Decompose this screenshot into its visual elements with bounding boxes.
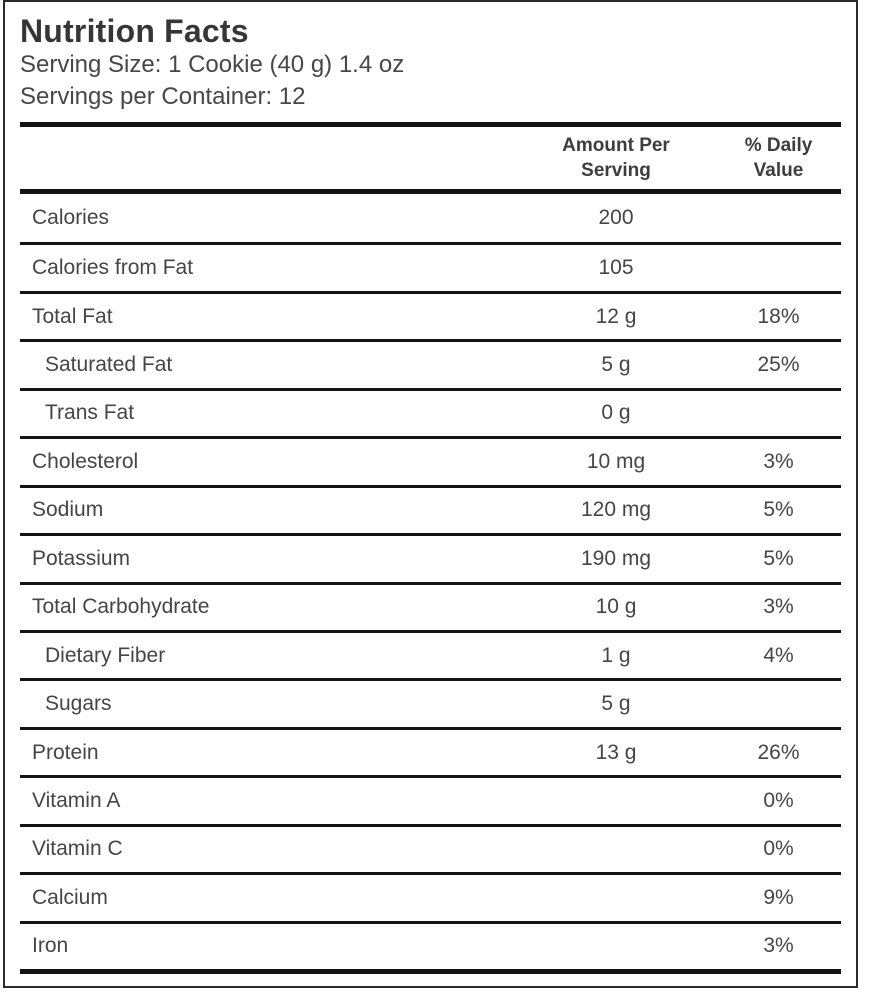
row-amount: 10 g [595,595,637,619]
table-row: Vitamin A 0% [20,775,841,823]
nutrition-label: Nutrition Facts Serving Size: 1 Cookie (… [3,0,858,988]
row-amount: 13 g [595,740,637,764]
row-label: Saturated Fat [45,353,173,377]
column-header-row: Amount Per Serving % Daily Value [20,127,841,189]
table-row: Dietary Fiber 1 g 4% [20,629,841,678]
row-daily-value: 0% [763,788,794,812]
row-daily-value: 0% [763,837,794,861]
row-daily-value: 4% [763,643,794,667]
row-daily-value: 25% [757,353,800,377]
row-label: Total Fat [32,304,113,328]
row-amount: 120 mg [580,498,652,522]
row-label: Dietary Fiber [45,643,166,667]
row-label: Potassium [32,546,131,570]
row-daily-value: 9% [763,885,794,909]
table-row: Total Carbohydrate 10 g 3% [20,581,841,630]
table-row: Cholesterol 10 mg 3% [20,436,841,484]
table-row: Iron 3% [20,920,841,969]
row-label: Total Carbohydrate [32,595,210,619]
row-daily-value: 18% [757,304,800,328]
table-row: Protein 13 g 26% [20,726,841,775]
row-amount: 105 [598,256,634,280]
column-header-daily-value: % Daily Value [744,134,813,181]
row-label: Vitamin A [32,788,121,812]
row-daily-value: 26% [757,740,800,764]
column-header-amount: Amount Per Serving [562,134,670,181]
row-amount: 190 mg [580,546,652,570]
row-label: Cholesterol [32,449,139,473]
table-row: Sugars 5 g [20,678,841,726]
divider-thick-top [20,122,841,127]
table-row: Vitamin C 0% [20,823,841,872]
nutrient-table: Calories 200 Calories from Fat 105 Total… [20,194,841,969]
row-daily-value: 3% [763,934,794,958]
row-label: Sugars [45,692,112,716]
row-daily-value: 3% [763,449,794,473]
row-label: Vitamin C [32,837,123,861]
row-label: Iron [32,934,69,958]
table-row: Sodium 120 mg 5% [20,484,841,533]
table-row: Calcium 9% [20,872,841,920]
row-label: Sodium [32,498,104,522]
row-label: Protein [32,740,99,764]
row-amount: 10 mg [586,449,646,473]
page-title: Nutrition Facts [20,13,249,49]
table-row: Total Fat 12 g 18% [20,290,841,339]
table-row: Calories from Fat 105 [20,242,841,290]
row-daily-value: 5% [763,546,794,570]
row-label: Calories [32,206,110,230]
table-row: Saturated Fat 5 g 25% [20,339,841,387]
row-label: Calcium [32,885,108,909]
row-amount: 200 [598,206,634,230]
row-amount: 5 g [601,353,631,377]
table-row: Calories 200 [20,194,841,242]
row-daily-value: 3% [763,595,794,619]
row-amount: 1 g [601,643,631,667]
servings-per-container-text: Servings per Container: 12 [20,83,306,111]
row-daily-value: 5% [763,498,794,522]
row-amount: 12 g [595,304,637,328]
table-row: Trans Fat 0 g [20,387,841,436]
divider-thick-header [20,189,841,194]
divider-thick-bottom [20,969,841,974]
row-amount: 5 g [601,692,631,716]
row-label: Trans Fat [45,401,135,425]
serving-size-text: Serving Size: 1 Cookie (40 g) 1.4 oz [20,51,405,79]
row-amount: 0 g [601,401,631,425]
row-label: Calories from Fat [32,256,194,280]
table-row: Potassium 190 mg 5% [20,533,841,581]
